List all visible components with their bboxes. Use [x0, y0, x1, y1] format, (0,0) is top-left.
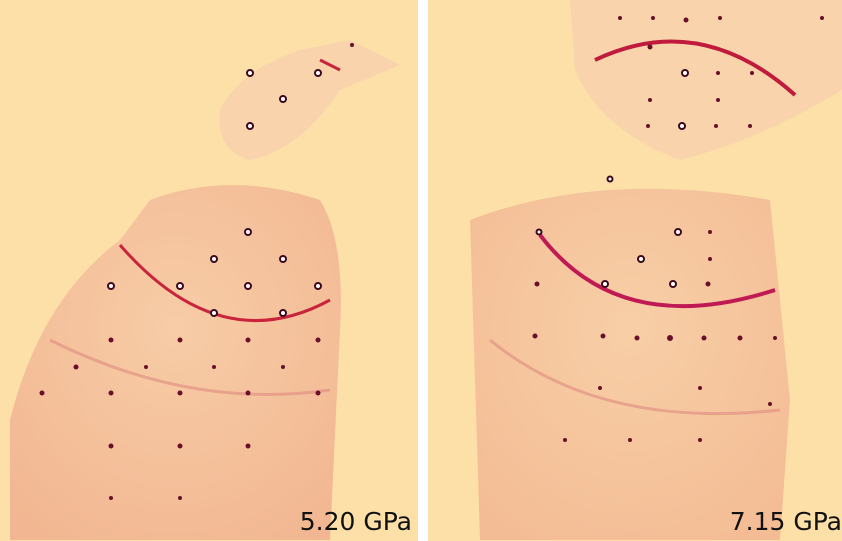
figure: 5.20 GPa 7.15 GPa — [0, 0, 842, 541]
panel-right: 7.15 GPa — [428, 0, 842, 541]
pressure-label: 5.20 GPa — [300, 507, 412, 536]
pressure-label: 7.15 GPa — [730, 507, 842, 536]
panel-left: 5.20 GPa — [0, 0, 418, 541]
diffraction-region — [470, 189, 790, 540]
